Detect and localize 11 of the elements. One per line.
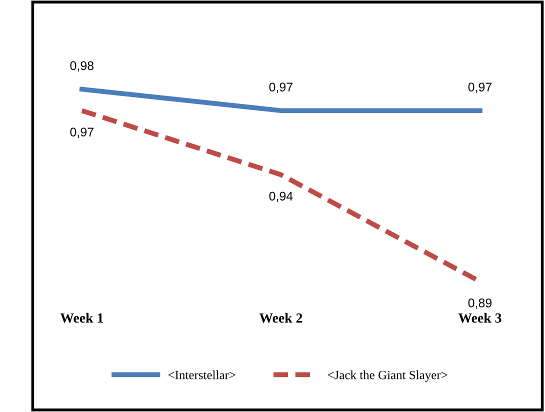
data-label: 0,97 (70, 128, 94, 138)
data-label: 0,94 (269, 192, 293, 202)
x-tick-label: Week 2 (259, 312, 302, 323)
data-label: 0,97 (468, 82, 492, 93)
legend-label: <Interstellar> (168, 370, 236, 380)
x-tick-label: Week 3 (458, 312, 502, 323)
data-label: 0,89 (468, 298, 492, 309)
x-tick-label: Week 1 (60, 312, 103, 323)
data-label: 0,97 (269, 82, 292, 93)
data-label: 0,98 (70, 61, 94, 72)
legend-label: <Jack the Giant Slayer> (328, 370, 448, 382)
